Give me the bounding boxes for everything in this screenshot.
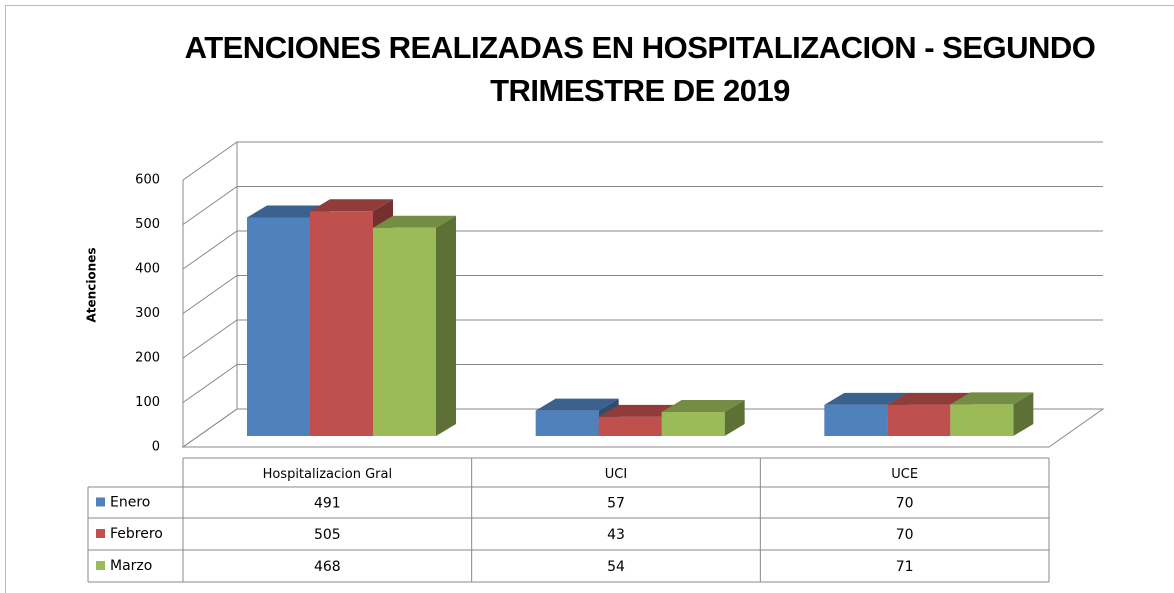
table-value: 71 — [896, 559, 914, 575]
bar-face — [436, 215, 456, 436]
bar-face — [1013, 392, 1034, 436]
y-tick-label: 0 — [152, 440, 160, 455]
grid-line — [182, 186, 1103, 225]
legend-swatch — [96, 561, 105, 570]
y-tick-label: 500 — [135, 217, 160, 232]
table-value: 468 — [314, 559, 341, 575]
bar-face — [373, 215, 456, 228]
bar-face — [310, 211, 373, 436]
bar-face — [661, 399, 745, 412]
grid-line — [182, 275, 1103, 314]
grid-line — [182, 319, 1103, 359]
table-value: 70 — [896, 527, 914, 543]
legend-label: Marzo — [110, 558, 152, 574]
bar-face — [661, 411, 725, 436]
bar-face — [373, 227, 436, 436]
bar-face — [535, 410, 599, 436]
y-tick-label: 200 — [135, 351, 160, 366]
bar — [373, 215, 456, 436]
bar-face — [887, 392, 971, 405]
y-tick-label: 300 — [135, 306, 160, 321]
grid-line — [182, 141, 1103, 181]
bar — [661, 399, 745, 436]
grid-line — [182, 230, 1103, 270]
bar-face — [598, 416, 662, 436]
table-value: 491 — [314, 496, 341, 512]
legend-label: Febrero — [110, 526, 163, 542]
chart-title: ATENCIONES REALIZADAS EN HOSPITALIZACION… — [184, 30, 1096, 108]
bar-face — [824, 404, 888, 436]
bar-face — [950, 404, 1014, 436]
table-value: 505 — [314, 527, 341, 543]
legend-swatch — [96, 529, 105, 538]
bar — [950, 392, 1034, 436]
y-tick-label: 600 — [135, 173, 160, 188]
x-tick-label: UCE — [891, 467, 918, 482]
bar-face — [247, 217, 310, 436]
table-value: 54 — [607, 559, 625, 575]
table-value: 57 — [607, 496, 625, 512]
x-tick-label: UCI — [605, 467, 627, 482]
bar-face — [824, 392, 908, 405]
bar — [598, 404, 682, 436]
chart-border — [5, 5, 1174, 593]
y-tick-label: 400 — [135, 262, 160, 277]
y-axis-title: Atenciones — [85, 248, 99, 323]
table-value: 70 — [896, 496, 914, 512]
bar-face — [535, 398, 619, 411]
grid-line — [182, 408, 1103, 448]
table-value: 43 — [607, 527, 625, 543]
bar-face — [310, 199, 393, 212]
grid-line — [182, 364, 1103, 403]
bar-face — [887, 404, 951, 436]
bar-face — [247, 205, 330, 218]
y-tick-label: 100 — [135, 395, 160, 410]
legend-label: Enero — [110, 495, 150, 511]
legend-swatch — [96, 497, 105, 507]
bar-face — [598, 404, 682, 417]
x-tick-label: Hospitalizacion Gral — [263, 467, 393, 482]
bar-face — [950, 392, 1034, 405]
bar-face — [724, 399, 745, 436]
